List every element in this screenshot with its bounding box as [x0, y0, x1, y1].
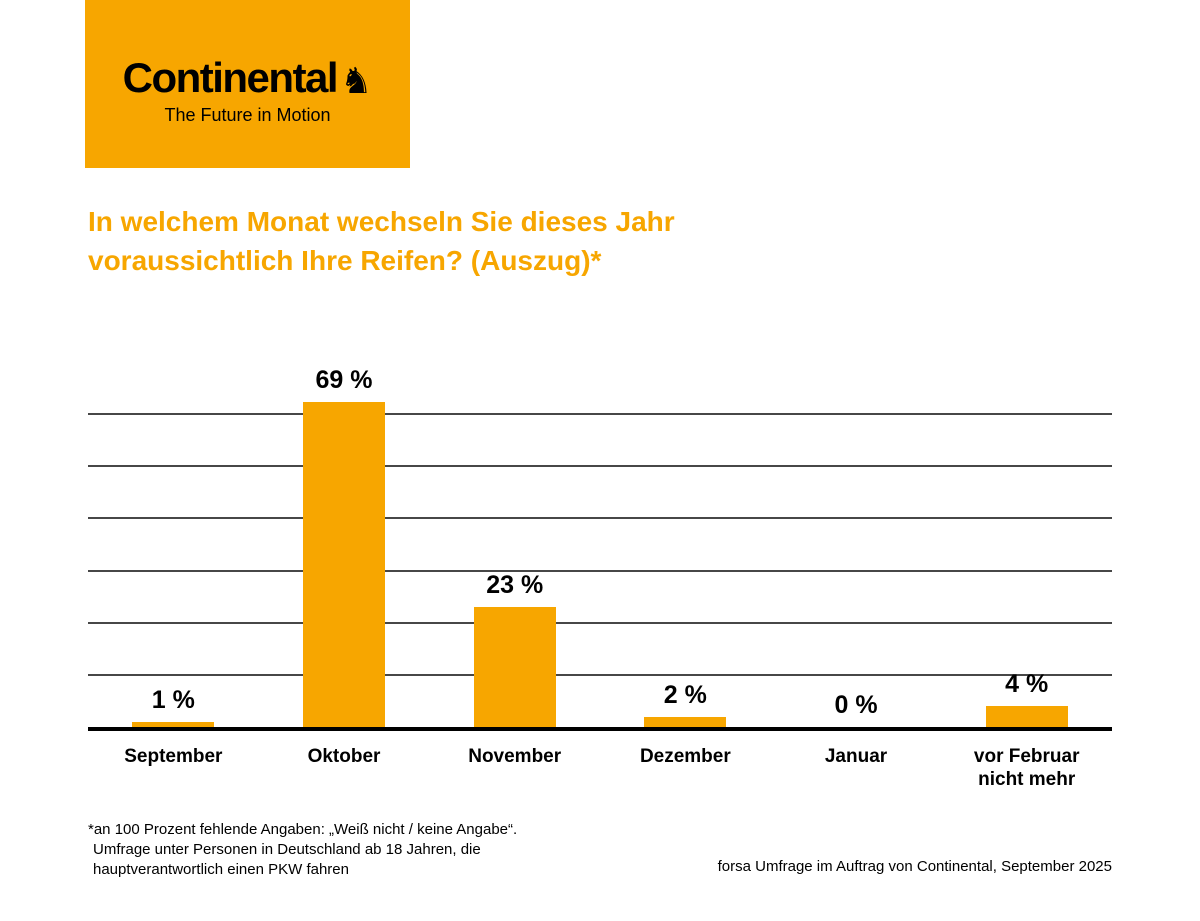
category-label: Dezember	[639, 746, 731, 767]
bar-oktober	[303, 402, 385, 727]
bar-november	[473, 607, 556, 727]
category-label: Januar	[824, 746, 888, 767]
bar-value-label: 2 %	[663, 680, 707, 709]
gridline	[88, 465, 1112, 468]
bar-column: 4 %	[941, 366, 1112, 727]
bar-september	[132, 721, 215, 727]
source-attribution: forsa Umfrage im Auftrag von Continental…	[717, 858, 1112, 875]
bar-column: 23 %	[429, 366, 600, 727]
bar-value-label: 69 %	[315, 366, 373, 394]
bar-value-label: 4 %	[1005, 670, 1049, 699]
gridline	[88, 517, 1112, 520]
bar-column: 69 %	[259, 366, 430, 727]
horse-icon: ♞	[340, 60, 373, 102]
footnote-line: hauptverantwortlich einen PKW fahren	[93, 861, 349, 878]
footnote-line: Umfrage unter Personen in Deutschland ab…	[93, 841, 481, 858]
plot-area: 1 % 69 % 23 % 2 % 0 % 4 %	[88, 366, 1112, 731]
bar-vor-februar	[985, 706, 1068, 727]
bar-column: 2 %	[600, 366, 771, 727]
chart-title: In welchem Monat wechseln Sie dieses Jah…	[88, 202, 675, 280]
bar-column: 0 %	[771, 366, 942, 727]
bar-value-label: 23 %	[486, 571, 544, 600]
gridline	[88, 569, 1112, 572]
bar-value-label: 1 %	[151, 685, 195, 714]
gridline	[88, 673, 1112, 676]
category-label: November	[468, 746, 562, 767]
footnote: *an 100 Prozent fehlende Angaben: „Weiß …	[88, 820, 517, 880]
category-label: September	[124, 746, 223, 767]
category-label: Oktober	[307, 746, 381, 767]
category-labels: September Oktober November Dezember Januar vo…	[88, 745, 1112, 791]
logo-tagline: The Future in Motion	[164, 104, 331, 125]
logo-wordmark: Continental	[122, 53, 339, 101]
logo-wordmark-row: Continental ♞	[122, 53, 373, 102]
footnote-line: *an 100 Prozent fehlende Angaben: „Weiß …	[88, 821, 518, 838]
bar-column: 1 %	[88, 366, 259, 727]
category-label: vor Februar nicht mehr	[973, 746, 1080, 790]
continental-logo: Continental ♞ The Future in Motion	[85, 0, 410, 168]
chart-title-line2: voraussichtlich Ihre Reifen? (Auszug)*	[88, 245, 602, 276]
bar-value-label: 0 %	[834, 691, 878, 719]
gridline	[88, 621, 1112, 624]
gridline	[88, 413, 1112, 416]
bar-dezember	[644, 716, 727, 727]
chart-title-line1: In welchem Monat wechseln Sie dieses Jah…	[88, 206, 675, 237]
